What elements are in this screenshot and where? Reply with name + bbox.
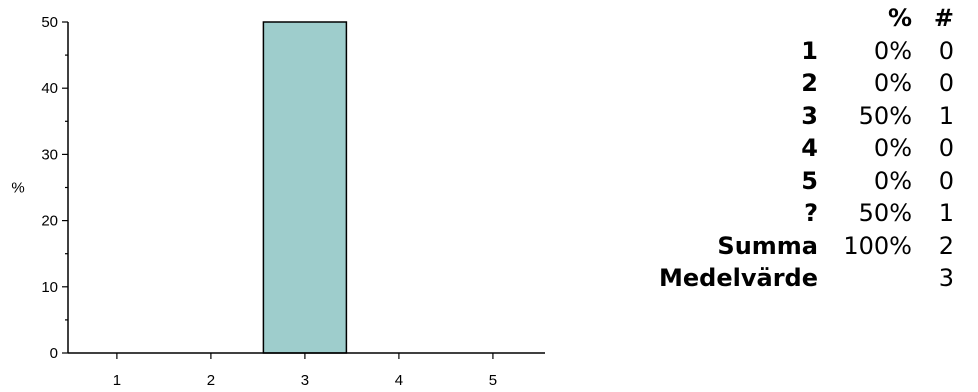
x-tick-label: 5 xyxy=(489,372,497,389)
stats-row-label: 4 xyxy=(801,134,818,162)
stats-row-label: Summa xyxy=(717,231,818,260)
stats-row-percent: 0% xyxy=(873,166,912,195)
stats-row-percent xyxy=(830,262,922,295)
stats-row-count: 3 xyxy=(938,264,954,292)
stats-row-count: 0 xyxy=(938,69,954,97)
stats-header-count: # xyxy=(933,4,954,32)
stats-header-label xyxy=(578,2,830,35)
stats-row-percent: 0% xyxy=(873,134,912,162)
stats-row: 2 0% 0 xyxy=(578,67,954,100)
stats-row: ? 50% 1 xyxy=(578,197,954,230)
stats-header-row: % # xyxy=(578,2,954,35)
stats-row-count: 1 xyxy=(938,199,954,227)
stats-row: Summa 100% 2 xyxy=(578,230,954,263)
x-tick-label: 3 xyxy=(301,372,309,389)
stats-row-count: 0 xyxy=(938,36,954,65)
stats-row-label: Medelvärde xyxy=(659,264,818,292)
x-tick-label: 4 xyxy=(395,372,403,389)
y-tick-label: 50 xyxy=(41,14,58,31)
stats-row-label: 1 xyxy=(801,36,818,65)
y-tick-label: 30 xyxy=(41,146,58,163)
stats-table: % # 1 0% 0 2 0% 0 3 50% 1 4 0% 0 5 0% 0 xyxy=(578,2,954,295)
stats-row: 4 0% 0 xyxy=(578,132,954,165)
stats-row: Medelvärde 3 xyxy=(578,262,954,295)
stats-row-label: 2 xyxy=(801,69,818,97)
stats-row-count: 0 xyxy=(938,134,954,162)
stats-row-percent: 50% xyxy=(858,101,912,130)
x-tick-label: 2 xyxy=(207,372,215,389)
stats-row: 3 50% 1 xyxy=(578,100,954,133)
stats-header-percent: % xyxy=(887,4,912,32)
stats-row-label: 5 xyxy=(801,166,818,195)
stats-row: 1 0% 0 xyxy=(578,35,954,68)
stats-row-label: ? xyxy=(804,199,818,227)
x-tick-label: 1 xyxy=(113,372,121,389)
y-tick-label: 40 xyxy=(41,80,58,97)
stats-row-count: 2 xyxy=(938,231,954,260)
y-axis-ticks: 0 10 20 30 40 50 xyxy=(41,14,68,362)
bar xyxy=(262,21,348,354)
stats-row-percent: 50% xyxy=(858,199,912,227)
stats-row: 5 0% 0 xyxy=(578,165,954,198)
y-tick-label: 0 xyxy=(50,345,58,362)
bar-chart: 0 10 20 30 40 50 1 2 3 4 5 % xyxy=(11,14,545,389)
stats-row-percent: 100% xyxy=(843,231,912,260)
y-axis-label: % xyxy=(11,180,24,197)
x-axis-ticks: 1 2 3 4 5 xyxy=(113,353,497,389)
bar-series xyxy=(262,21,348,354)
y-tick-label: 10 xyxy=(41,279,58,296)
stats-row-percent: 0% xyxy=(873,36,912,65)
stats-row-count: 0 xyxy=(938,166,954,195)
stats-row-percent: 0% xyxy=(873,69,912,97)
y-tick-label: 20 xyxy=(41,213,58,230)
stats-row-count: 1 xyxy=(938,101,954,130)
stats-row-label: 3 xyxy=(801,101,818,130)
